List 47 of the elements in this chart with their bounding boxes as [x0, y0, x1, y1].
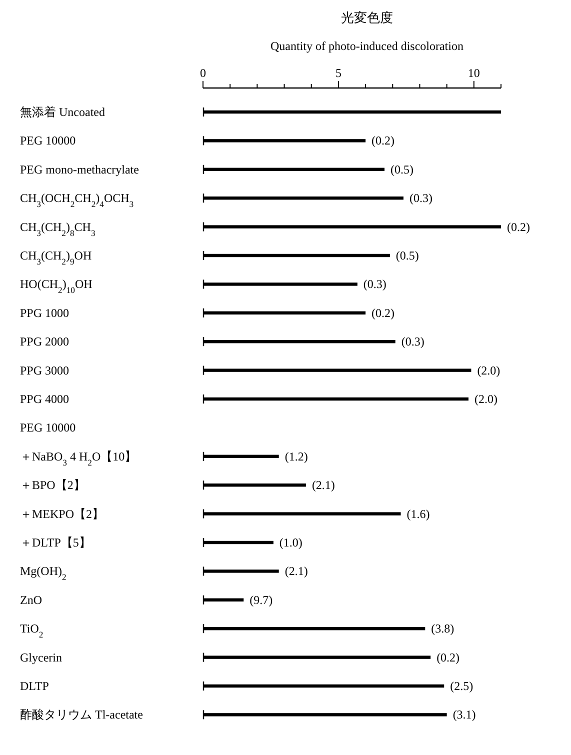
xtick: 5	[335, 66, 342, 80]
annotation: (1.2)	[284, 449, 308, 464]
xlabel: Quantity of photo-induced discoloration	[270, 39, 464, 53]
annotation: (3.8)	[431, 622, 454, 636]
category: PEG mono-methacrylate	[20, 162, 139, 176]
category: ＋NaBO$_{3}$ 4 H$_{2}$O【10】	[20, 449, 137, 468]
annotation: (2.0)	[477, 363, 500, 378]
title: 光変色度	[341, 10, 393, 25]
category: 無添着 Uncoated	[20, 105, 105, 119]
category: PPG 1000	[20, 306, 70, 320]
category: PPG 4000	[20, 392, 70, 406]
annotation: (0.3)	[363, 277, 386, 292]
category: PEG 10000	[20, 134, 76, 148]
category: ＋DLTP【5】	[20, 536, 91, 550]
category: DLTP	[20, 679, 49, 693]
category: HO(CH$_{2}$)$_{10}$OH	[20, 277, 92, 296]
category: CH$_{3}$(OCH$_{2}$CH$_{2}$)$_{4}$OCH$_{3}$	[20, 191, 134, 210]
annotation: (2.1)	[312, 478, 335, 492]
category: Mg(OH)$_{2}$	[20, 564, 66, 582]
annotation: (1.0)	[279, 536, 302, 550]
annotation: (0.5)	[396, 248, 419, 262]
annotation: (0.2)	[372, 306, 395, 320]
annotation: (2.5)	[450, 679, 474, 693]
annotation: (3.1)	[452, 708, 476, 722]
category: TiO$_{2}$	[20, 622, 44, 640]
category: Glycerin	[20, 650, 62, 664]
category: PPG 3000	[20, 363, 70, 378]
annotation: (0.2)	[372, 134, 395, 148]
category: ＋MEKPO【2】	[20, 506, 104, 521]
annotation: (2.0)	[474, 392, 498, 406]
category: ZnO	[20, 592, 42, 607]
annotation: (0.2)	[507, 220, 530, 234]
category: ＋BPO【2】	[20, 478, 86, 492]
xtick: 0	[200, 66, 206, 80]
annotation: (9.7)	[250, 592, 273, 607]
annotation: (1.6)	[406, 506, 430, 521]
category: CH$_{3}$(CH$_{2}$)$_{9}$OH	[20, 248, 92, 266]
category: 酢酸タリウム Tl-acetate	[20, 708, 143, 722]
xtick: 10	[468, 66, 480, 80]
annotation: (0.2)	[436, 650, 460, 664]
annotation: (0.3)	[401, 334, 424, 349]
category: PPG 2000	[20, 334, 70, 349]
annotation: (2.1)	[284, 564, 308, 578]
category: PEG 10000	[20, 420, 76, 435]
annotation: (0.3)	[409, 191, 432, 206]
annotation: (0.5)	[390, 162, 414, 176]
category: CH$_{3}$(CH$_{2}$)$_{8}$CH$_{3}$	[20, 220, 96, 238]
